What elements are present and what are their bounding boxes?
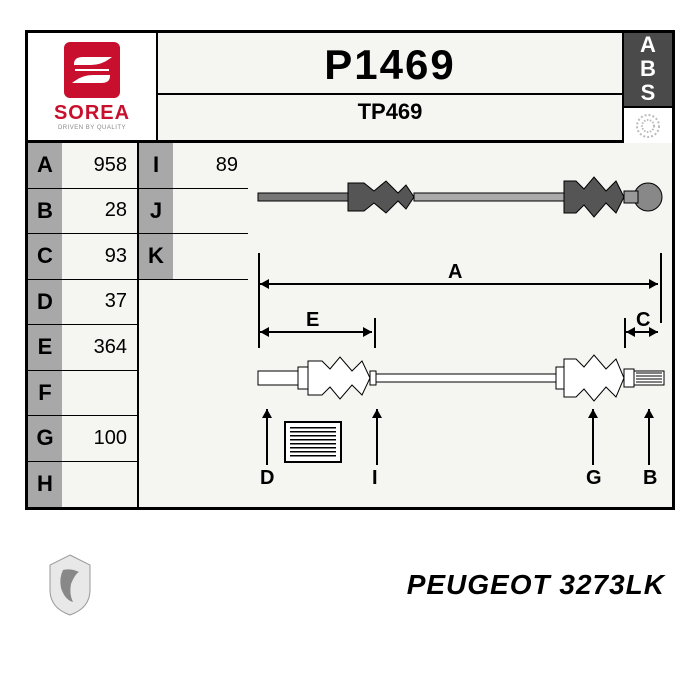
abs-b: B [640, 57, 656, 81]
spec-value [62, 371, 137, 417]
abs-gear-icon [624, 106, 672, 144]
spec-label: F [28, 371, 62, 417]
abs-label: A B S [624, 33, 672, 106]
card-body: A B C D E F G H 958 28 93 37 364 100 I [28, 143, 672, 507]
abs-s: S [641, 81, 656, 105]
spec-value: 28 [62, 189, 137, 235]
driveshaft-top-icon [256, 163, 666, 233]
spec-label: G [28, 416, 62, 462]
abs-cell: A B S [622, 33, 672, 140]
dim-label-i: I [372, 467, 378, 490]
spec-col2-labels: I J K [139, 143, 173, 507]
logo-cell: SOREA DRIVEN BY QUALITY [28, 33, 158, 140]
spec-label: B [28, 189, 62, 235]
footer-brand-text: PEUGEOT 3273LK [407, 569, 665, 601]
logo-tagline: DRIVEN BY QUALITY [58, 125, 126, 131]
spec-value [173, 234, 248, 280]
spec-value: 37 [62, 280, 137, 326]
spec-value [62, 462, 137, 508]
spec-value: 364 [62, 325, 137, 371]
dim-label-a: A [448, 261, 462, 284]
dim-label-e: E [306, 309, 319, 332]
spec-table: A B C D E F G H 958 28 93 37 364 100 I [28, 143, 248, 507]
spec-label: E [28, 325, 62, 371]
spec-value: 100 [62, 416, 137, 462]
part-number-main: P1469 [324, 41, 455, 89]
peugeot-logo-icon [35, 550, 105, 620]
spec-label: H [28, 462, 62, 508]
dim-label-d: D [260, 467, 274, 490]
sorea-logo-icon [64, 42, 120, 98]
logo-name: SOREA [54, 102, 130, 125]
spec-label: K [139, 234, 173, 280]
part-number-sub: TP469 [158, 99, 622, 125]
dim-label-g: G [586, 467, 602, 490]
spec-value: 89 [173, 143, 248, 189]
spec-label: D [28, 280, 62, 326]
card-header: SOREA DRIVEN BY QUALITY P1469 TP469 A B … [28, 33, 672, 143]
spline-detail-icon [284, 421, 342, 463]
spec-value [173, 189, 248, 235]
footer: PEUGEOT 3273LK [25, 530, 675, 640]
spec-value: 93 [62, 234, 137, 280]
spec-label: J [139, 189, 173, 235]
spec-label: I [139, 143, 173, 189]
spec-value: 958 [62, 143, 137, 189]
dim-label-c: C [636, 309, 650, 332]
spec-col2-values: 89 [173, 143, 248, 507]
spec-label: A [28, 143, 62, 189]
spec-col1-values: 958 28 93 37 364 100 [62, 143, 139, 507]
dim-label-b: B [643, 467, 657, 490]
abs-a: A [640, 33, 656, 57]
diagram-area: A [248, 143, 672, 507]
title-cell: P1469 TP469 [158, 33, 622, 140]
driveshaft-schematic-icon [256, 343, 666, 413]
spec-col1-labels: A B C D E F G H [28, 143, 62, 507]
spec-label: C [28, 234, 62, 280]
spec-card: SOREA DRIVEN BY QUALITY P1469 TP469 A B … [25, 30, 675, 510]
